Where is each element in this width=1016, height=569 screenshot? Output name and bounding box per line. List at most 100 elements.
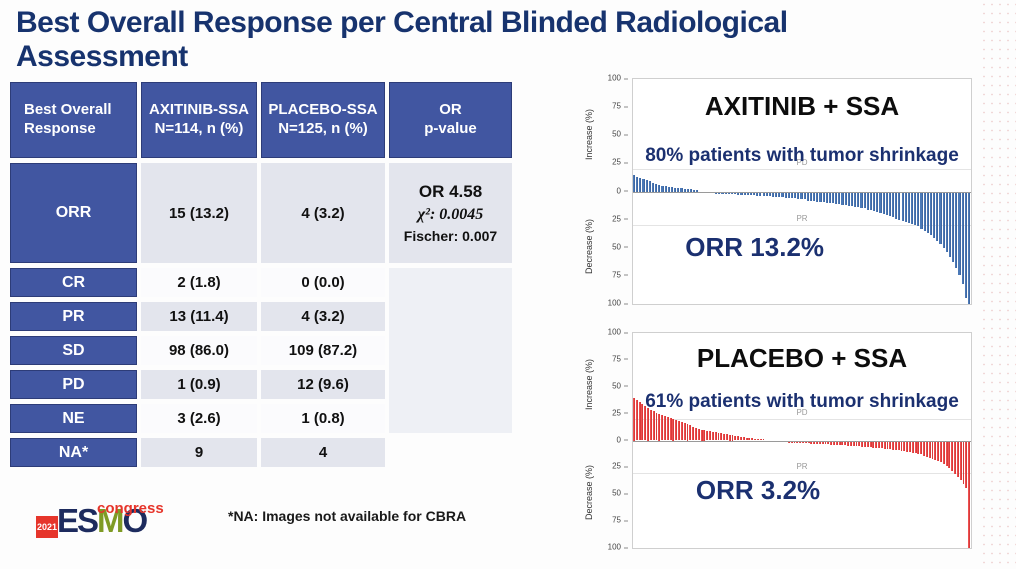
waterfall-bar — [910, 191, 914, 225]
row-label-pr: PR — [10, 302, 137, 331]
waterfall-bar — [838, 191, 841, 204]
waterfall-bar — [800, 191, 803, 200]
waterfall-bar — [638, 401, 641, 441]
waterfall-bar — [781, 191, 784, 198]
waterfall-bar — [962, 440, 965, 484]
orr-stat-chi2: χ²: 0.0045 — [417, 206, 484, 223]
pd-threshold-line — [633, 419, 971, 420]
waterfall-bar — [968, 440, 971, 548]
waterfall-bar — [794, 191, 797, 199]
pd-threshold-line — [633, 169, 971, 170]
header-or-line2: p-value — [424, 120, 477, 137]
waterfall-bar — [648, 181, 651, 192]
waterfall-bar — [816, 440, 818, 444]
waterfall-bar — [900, 440, 903, 452]
waterfall-bar — [694, 427, 697, 441]
waterfall-bar — [686, 424, 689, 441]
waterfall-bar — [661, 185, 664, 192]
waterfall-bar — [832, 440, 835, 445]
na-axitinib-value: 9 — [141, 438, 257, 467]
waterfall-bar — [689, 189, 692, 192]
waterfall-bar — [883, 440, 886, 450]
waterfall-bar — [711, 431, 714, 441]
waterfall-bar — [746, 191, 749, 195]
waterfall-bar — [740, 437, 742, 441]
row-label-na: NA* — [10, 438, 137, 467]
logo-letter-e: E — [57, 502, 79, 539]
waterfall-bar — [756, 191, 759, 196]
waterfall-bar — [718, 191, 721, 194]
logo-year-badge: 2021 — [36, 516, 58, 538]
waterfall-bar — [934, 440, 937, 460]
waterfall-bar — [917, 440, 920, 455]
waterfall-bar — [658, 184, 661, 192]
waterfall-bar — [850, 191, 854, 207]
waterfall-bar — [724, 191, 727, 194]
axitinib-chart-title: AXITINIB + SSA — [704, 91, 900, 121]
waterfall-bar — [771, 191, 775, 198]
waterfall-bar — [855, 440, 858, 446]
waterfall-bar — [914, 440, 917, 454]
orr-stat-or: OR 4.58 — [418, 182, 483, 201]
waterfall-bar — [861, 440, 864, 447]
waterfall-bar — [748, 438, 751, 441]
waterfall-bar — [813, 440, 816, 444]
waterfall-bar — [775, 191, 778, 198]
waterfall-bar — [683, 189, 686, 192]
waterfall-bar — [714, 431, 717, 441]
waterfall-bar — [644, 406, 647, 441]
waterfall-bar — [920, 440, 923, 455]
waterfall-bar — [959, 440, 962, 481]
waterfall-bar — [854, 191, 857, 208]
waterfall-bar — [830, 440, 833, 445]
waterfall-bar — [680, 188, 683, 192]
waterfall-bar — [730, 191, 734, 194]
waterfall-bar — [923, 191, 926, 231]
waterfall-bar — [787, 440, 790, 443]
pd-threshold-label: PD — [796, 158, 808, 167]
waterfall-bar — [824, 440, 827, 444]
waterfall-bar — [847, 191, 850, 207]
waterfall-bar — [889, 440, 892, 450]
waterfall-bar — [678, 421, 680, 441]
waterfall-bar — [778, 191, 781, 198]
logo-letter-s: S — [77, 502, 99, 539]
waterfall-bar — [832, 191, 835, 203]
y-tick-label: 75 — [602, 516, 628, 525]
orr-axitinib-value: 15 (13.2) — [141, 163, 257, 263]
waterfall-bar — [731, 435, 734, 441]
orr-placebo-value: 4 (3.2) — [261, 163, 385, 263]
waterfall-bar — [658, 413, 661, 441]
pr-threshold-line — [633, 472, 971, 474]
waterfall-bar — [939, 191, 942, 245]
placebo-yaxis-ticks: 100 75 50 25 0 25 50 75 100 — [602, 328, 628, 552]
waterfall-bar — [727, 191, 730, 194]
waterfall-bar — [697, 428, 700, 441]
waterfall-bar — [926, 191, 929, 234]
waterfall-bar — [885, 191, 888, 216]
waterfall-bar — [802, 440, 804, 443]
axitinib-orr-annotation: ORR 13.2% — [685, 232, 825, 262]
waterfall-bar — [810, 440, 813, 444]
waterfall-bar — [844, 440, 847, 445]
waterfall-bar — [879, 191, 882, 213]
waterfall-bar — [869, 440, 872, 447]
waterfall-bar — [860, 191, 863, 209]
waterfall-bar — [753, 191, 756, 195]
row-label-sd: SD — [10, 336, 137, 365]
pr-placebo-value: 4 (3.2) — [261, 302, 385, 331]
y-tick-label: 75 — [602, 270, 628, 279]
pr-axitinib-value: 13 (11.4) — [141, 302, 257, 331]
waterfall-bar — [847, 440, 849, 446]
waterfall-bar — [849, 440, 852, 446]
pr-threshold-label: PR — [796, 461, 808, 471]
waterfall-bar — [933, 191, 936, 238]
waterfall-bar — [813, 191, 816, 201]
ne-axitinib-value: 3 (2.6) — [141, 404, 257, 433]
waterfall-bar — [749, 191, 753, 195]
zero-axis-line — [633, 191, 971, 193]
waterfall-bar — [965, 440, 968, 488]
empty-pvalue-span-cell — [389, 268, 512, 433]
row-label-pd: PD — [10, 370, 137, 399]
waterfall-bar — [872, 440, 875, 449]
